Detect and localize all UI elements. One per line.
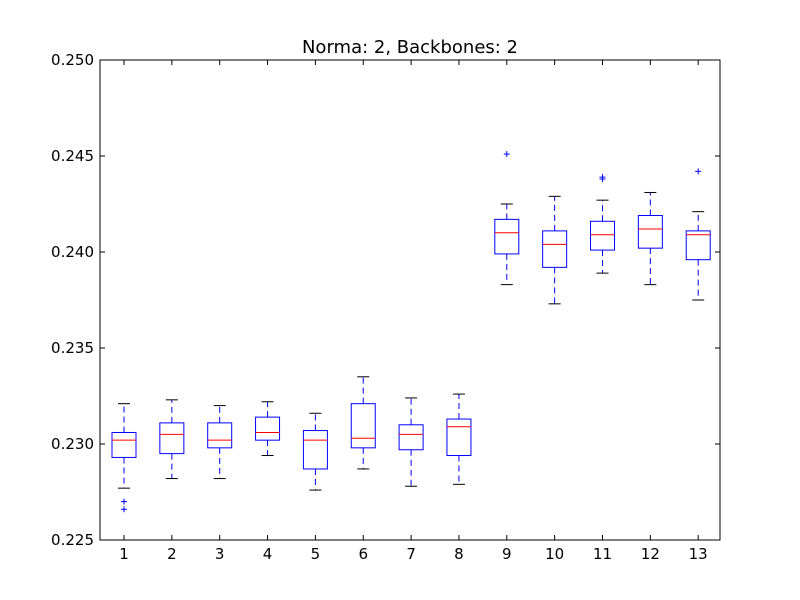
box [159,422,185,455]
box [207,422,233,449]
x-tick-label: 9 [502,545,512,563]
box [302,430,328,470]
x-tick-label: 8 [454,545,464,563]
y-tick-label: 0.250 [51,51,94,69]
x-tick-label: 3 [215,545,225,563]
box [350,403,376,449]
y-tick-label: 0.230 [51,435,94,453]
y-tick-label: 0.235 [51,339,94,357]
x-tick-label: 7 [406,545,416,563]
x-tick-label: 2 [167,545,177,563]
box [255,416,281,441]
x-tick-label: 6 [358,545,368,563]
x-tick-label: 5 [311,545,321,563]
x-tick-label: 10 [545,545,564,563]
x-tick-label: 4 [263,545,273,563]
chart-title: Norma: 2, Backbones: 2 [302,37,518,58]
y-tick-label: 0.225 [51,531,94,549]
box [685,230,711,261]
box [494,218,520,255]
x-tick-label: 1 [119,545,129,563]
x-tick-label: 12 [641,545,660,563]
box [111,431,137,458]
box [590,220,615,251]
y-tick-label: 0.240 [51,243,94,261]
y-tick-label: 0.245 [51,147,94,165]
x-tick-label: 13 [689,545,708,563]
x-tick-label: 11 [593,545,612,563]
box [446,418,472,457]
box [542,230,568,268]
box [637,215,663,249]
box [398,424,424,451]
axes-frame [99,59,721,541]
